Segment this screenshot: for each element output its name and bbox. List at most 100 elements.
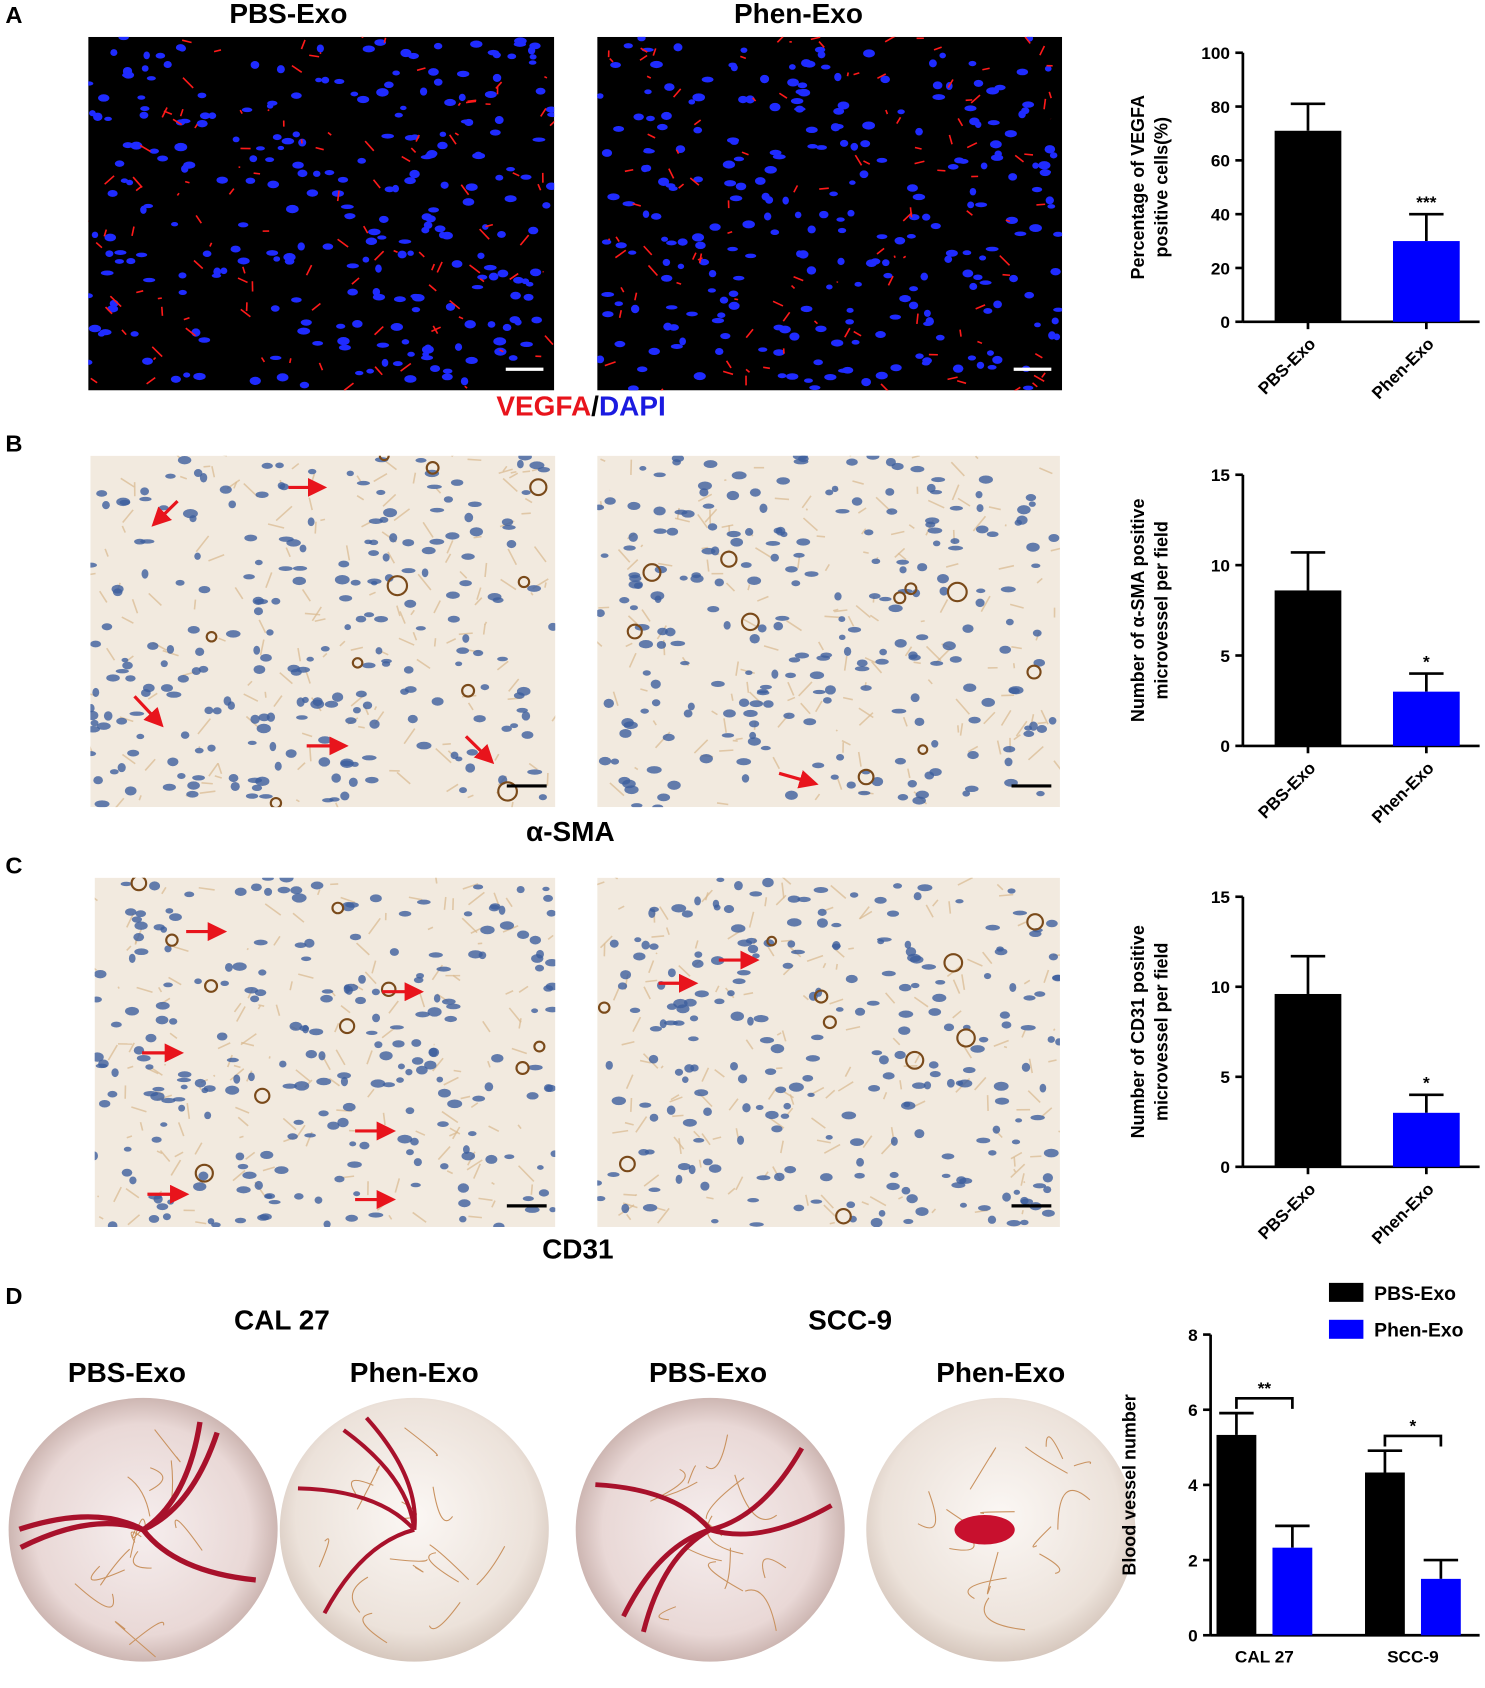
capillary xyxy=(412,1564,424,1573)
nucleus xyxy=(837,101,850,110)
nucleus xyxy=(365,237,378,245)
stroma xyxy=(510,470,517,474)
vegfa-signal xyxy=(1002,273,1011,277)
nucleus xyxy=(741,774,750,783)
nucleus xyxy=(93,776,103,785)
nucleus xyxy=(627,385,639,391)
nucleus xyxy=(894,757,906,765)
nucleus xyxy=(811,1034,824,1041)
vegfa-signal xyxy=(810,36,821,41)
vessel xyxy=(595,1482,713,1532)
nucleus xyxy=(143,203,154,209)
vessel xyxy=(338,1018,356,1035)
nucleus xyxy=(129,1176,137,1185)
nucleus xyxy=(650,60,663,69)
nucleus xyxy=(195,647,205,656)
y-tick-label: 100 xyxy=(1201,44,1230,63)
nucleus xyxy=(236,1186,251,1194)
nucleus xyxy=(279,483,289,491)
nucleus xyxy=(822,697,832,704)
nucleus xyxy=(914,1129,925,1139)
nucleus xyxy=(441,373,453,381)
stroma xyxy=(1050,547,1060,552)
nucleus xyxy=(95,1063,108,1069)
vessel xyxy=(378,455,390,462)
nucleus xyxy=(639,1102,652,1108)
stroma xyxy=(899,1080,903,1090)
bar xyxy=(1392,1112,1460,1167)
vegfa-signal xyxy=(675,149,680,155)
nucleus xyxy=(993,300,1002,309)
nucleus xyxy=(962,624,974,633)
nucleus xyxy=(981,697,995,707)
stroma xyxy=(852,480,864,485)
stroma xyxy=(823,1204,836,1217)
nucleus xyxy=(735,182,747,191)
nucleus xyxy=(152,1086,165,1092)
nucleus xyxy=(429,507,445,513)
nucleus xyxy=(1041,1209,1055,1217)
nucleus xyxy=(441,998,456,1005)
stroma xyxy=(748,911,755,928)
stroma xyxy=(715,985,720,993)
nucleus xyxy=(749,1222,764,1227)
nucleus xyxy=(657,793,671,802)
stroma xyxy=(643,1174,660,1187)
nucleus xyxy=(1044,145,1056,154)
significance: * xyxy=(1410,1417,1417,1436)
nucleus xyxy=(604,497,616,505)
nucleus xyxy=(858,790,871,796)
nucleus xyxy=(249,376,261,385)
nucleus xyxy=(527,46,536,55)
stroma xyxy=(131,1106,147,1113)
vegfa-signal xyxy=(410,147,417,153)
nucleus xyxy=(794,211,802,219)
nucleus xyxy=(601,239,612,245)
stroma xyxy=(727,1187,736,1195)
stroma xyxy=(597,881,605,886)
y-tick-label: 8 xyxy=(1188,1326,1198,1345)
vegfa-signal xyxy=(240,308,251,318)
stroma xyxy=(176,455,181,460)
nucleus xyxy=(285,749,297,758)
nucleus xyxy=(730,1011,745,1022)
nucleus xyxy=(392,1040,405,1048)
stroma xyxy=(983,711,996,725)
nucleus xyxy=(125,675,136,682)
stroma xyxy=(824,615,841,619)
vegfa-signal xyxy=(260,357,266,363)
nucleus xyxy=(291,893,307,903)
nucleus xyxy=(849,180,856,185)
stroma xyxy=(107,1044,118,1061)
stroma xyxy=(869,614,879,622)
stroma xyxy=(403,728,416,745)
nucleus xyxy=(834,72,842,82)
nucleus xyxy=(879,648,887,656)
nucleus xyxy=(707,523,718,531)
vegfa-signal xyxy=(465,100,477,104)
stroma xyxy=(322,652,328,658)
nucleus xyxy=(648,1054,659,1064)
nucleus xyxy=(749,488,761,497)
stroma xyxy=(1003,1045,1008,1049)
stroma xyxy=(218,637,226,642)
nucleus xyxy=(324,169,335,176)
nucleus xyxy=(803,60,816,68)
nucleus xyxy=(782,196,789,205)
nucleus xyxy=(444,1015,458,1023)
stroma xyxy=(356,475,362,482)
vessel xyxy=(515,1061,530,1076)
nucleus xyxy=(976,1137,991,1144)
legend-label: Phen-Exo xyxy=(1374,1321,1463,1342)
stroma xyxy=(907,768,911,779)
vegfa-signal xyxy=(745,368,751,373)
vegfa-signal xyxy=(509,272,519,281)
nucleus xyxy=(650,213,662,220)
nucleus xyxy=(851,339,860,345)
nucleus xyxy=(510,723,519,729)
vegfa-signal xyxy=(725,360,732,369)
nucleus xyxy=(978,1036,989,1043)
stroma xyxy=(233,1002,242,1013)
nucleus xyxy=(365,1030,378,1036)
vegfa-signal xyxy=(95,241,103,249)
